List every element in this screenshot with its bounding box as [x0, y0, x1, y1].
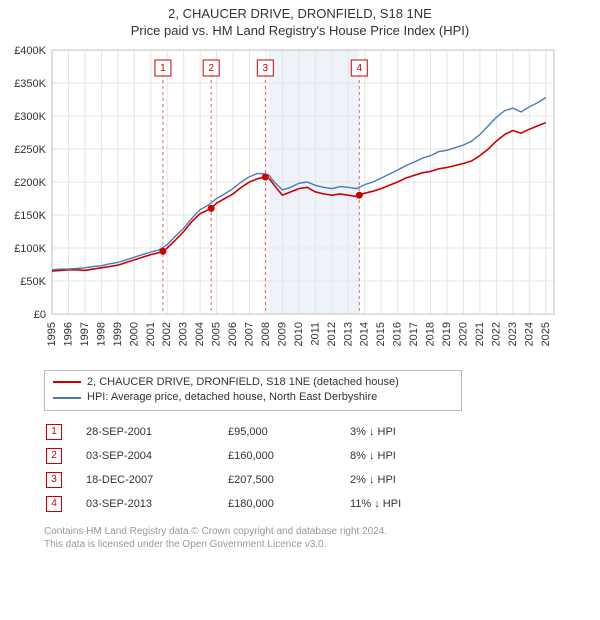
x-tick-label: 2023: [507, 322, 519, 346]
sales-row-marker: 1: [46, 424, 62, 440]
sales-row-date: 03-SEP-2004: [86, 445, 226, 467]
sale-dot: [208, 205, 215, 212]
price-chart-svg: £0 £50K £100K £150K £200K £250K £300K £350K £400…: [0, 44, 560, 364]
sales-row-price: £207,500: [228, 469, 348, 491]
sales-row-delta: 8% ↓ HPI: [350, 445, 411, 467]
y-tick-label: £50K: [20, 276, 46, 288]
x-tick-label: 2015: [375, 322, 387, 346]
x-tick-label: 2011: [309, 322, 321, 346]
sale-dot: [356, 191, 363, 198]
x-tick-label: 1995: [46, 322, 58, 346]
legend-label: HPI: Average price, detached house, Nort…: [87, 390, 377, 405]
x-tick-label: 2025: [540, 322, 552, 346]
footer-line1: Contains HM Land Registry data © Crown c…: [44, 525, 600, 538]
y-tick-label: £350K: [14, 78, 46, 90]
x-tick-label: 2002: [161, 322, 173, 346]
x-tick-label: 2007: [244, 322, 256, 346]
chart-title: 2, CHAUCER DRIVE, DRONFIELD, S18 1NE Pri…: [0, 0, 600, 40]
x-tick-label: 1997: [79, 322, 91, 346]
legend-row: 2, CHAUCER DRIVE, DRONFIELD, S18 1NE (de…: [53, 375, 453, 390]
footer-line2: This data is licensed under the Open Gov…: [44, 538, 600, 551]
sale-dot: [262, 173, 269, 180]
y-tick-label: £300K: [14, 111, 46, 123]
sales-row-marker: 4: [46, 496, 62, 512]
sales-row-date: 28-SEP-2001: [86, 421, 226, 443]
x-tick-label: 2020: [457, 322, 469, 346]
title-line1: 2, CHAUCER DRIVE, DRONFIELD, S18 1NE: [0, 6, 600, 23]
x-tick-label: 2019: [441, 322, 453, 346]
x-tick-label: 2006: [227, 322, 239, 346]
sales-row: 1 28-SEP-2001£95,0003% ↓ HPI: [46, 421, 411, 443]
x-tick-label: 2001: [145, 322, 157, 346]
x-tick-label: 2024: [523, 322, 535, 346]
x-tick-label: 2021: [474, 322, 486, 346]
sales-row-marker: 3: [46, 472, 62, 488]
sale-marker-num: 2: [208, 63, 214, 74]
x-tick-label: 1999: [112, 322, 124, 346]
x-tick-label: 2010: [293, 322, 305, 346]
sale-marker-num: 4: [357, 63, 363, 74]
sale-dot: [159, 248, 166, 255]
legend-box: 2, CHAUCER DRIVE, DRONFIELD, S18 1NE (de…: [44, 370, 462, 411]
x-tick-label: 2013: [342, 322, 354, 346]
sales-row-marker: 2: [46, 448, 62, 464]
legend-swatch: [53, 381, 81, 383]
x-tick-label: 2014: [359, 322, 371, 346]
sale-marker-num: 3: [263, 63, 269, 74]
legend-row: HPI: Average price, detached house, Nort…: [53, 390, 453, 405]
sales-row-date: 18-DEC-2007: [86, 469, 226, 491]
sales-row-date: 03-SEP-2013: [86, 493, 226, 515]
x-tick-label: 2009: [276, 322, 288, 346]
x-tick-label: 1998: [95, 322, 107, 346]
sales-row-delta: 11% ↓ HPI: [350, 493, 411, 515]
x-tick-label: 1996: [62, 322, 74, 346]
sales-table: 128-SEP-2001£95,0003% ↓ HPI203-SEP-2004£…: [44, 419, 413, 517]
x-tick-label: 2008: [260, 322, 272, 346]
sales-row-delta: 2% ↓ HPI: [350, 469, 411, 491]
x-tick-label: 2004: [194, 322, 206, 346]
legend-label: 2, CHAUCER DRIVE, DRONFIELD, S18 1NE (de…: [87, 375, 399, 390]
x-tick-label: 2005: [211, 322, 223, 346]
y-tick-label: £100K: [14, 243, 46, 255]
y-tick-label: £150K: [14, 210, 46, 222]
title-line2: Price paid vs. HM Land Registry's House …: [0, 23, 600, 40]
x-tick-label: 2016: [392, 322, 404, 346]
footer-attribution: Contains HM Land Registry data © Crown c…: [44, 525, 600, 551]
sale-marker-num: 1: [160, 63, 166, 74]
y-tick-label: £250K: [14, 144, 46, 156]
y-tick-label: £200K: [14, 177, 46, 189]
sales-row: 4 03-SEP-2013£180,00011% ↓ HPI: [46, 493, 411, 515]
sales-row-delta: 3% ↓ HPI: [350, 421, 411, 443]
x-tick-label: 2018: [425, 322, 437, 346]
sales-row-price: £180,000: [228, 493, 348, 515]
x-tick-label: 2017: [408, 322, 420, 346]
x-tick-label: 2022: [490, 322, 502, 346]
x-tick-label: 2012: [326, 322, 338, 346]
x-tick-label: 2000: [128, 322, 140, 346]
sales-row-price: £160,000: [228, 445, 348, 467]
sales-row-price: £95,000: [228, 421, 348, 443]
chart-area: £0 £50K £100K £150K £200K £250K £300K £350K £400…: [0, 44, 600, 364]
legend-swatch: [53, 397, 81, 399]
x-tick-label: 2003: [178, 322, 190, 346]
sales-row: 3 18-DEC-2007£207,5002% ↓ HPI: [46, 469, 411, 491]
y-tick-label: £0: [34, 309, 46, 321]
sales-row: 2 03-SEP-2004£160,0008% ↓ HPI: [46, 445, 411, 467]
y-tick-label: £400K: [14, 45, 46, 57]
